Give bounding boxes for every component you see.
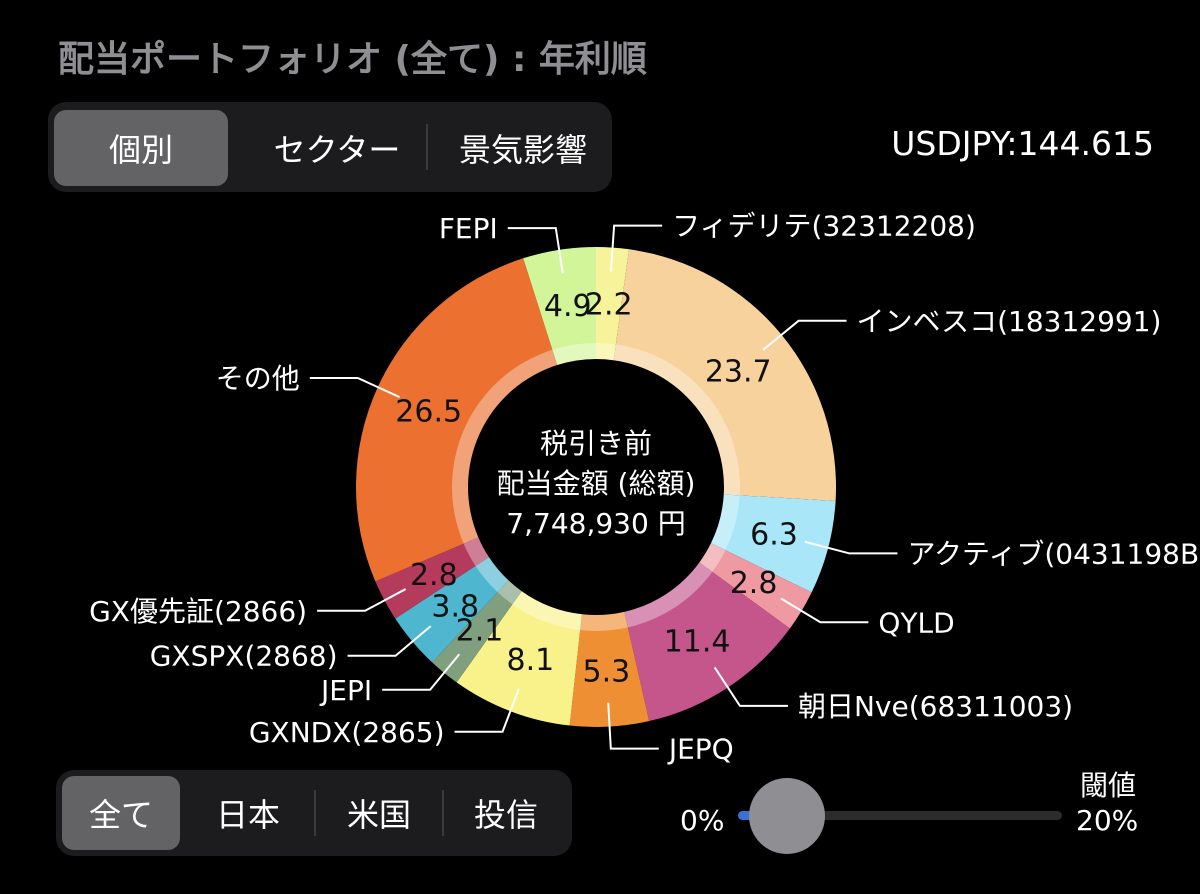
slice-name-label: GXSPX(2868) (150, 640, 338, 673)
slice-3[interactable] (699, 543, 812, 629)
segment-divider (442, 790, 444, 836)
slice-inner-band (624, 562, 713, 628)
slice-5[interactable] (569, 611, 650, 727)
slice-name-label: QYLD (878, 606, 954, 639)
slice-value-label: 3.8 (431, 589, 479, 624)
segment-us[interactable]: 米国 (346, 796, 411, 834)
slider-min-label: 0% (680, 804, 725, 837)
segment-japan[interactable]: 日本 (215, 796, 280, 834)
slider-caption: 閾値 (1080, 769, 1137, 802)
slice-inner-band (452, 349, 558, 544)
segment-fund[interactable]: 投信 (473, 796, 538, 834)
slice-leader-line (454, 688, 520, 733)
threshold-slider-track[interactable] (738, 811, 1062, 820)
slice-leader-line (713, 666, 788, 707)
slice-leader-line (609, 224, 663, 272)
usdjpy-rate: USDJPY:144.615 (891, 124, 1154, 163)
slice-inner-band (463, 537, 489, 566)
slice-value-label: 2.2 (585, 287, 633, 322)
slice-value-label: 2.8 (410, 558, 458, 593)
slice-name-label: 朝日Nve(68311003) (798, 690, 1073, 723)
slice-leader-line (309, 376, 401, 399)
slice-11[interactable] (523, 247, 596, 366)
slice-value-label: 4.9 (544, 289, 592, 324)
slice-1[interactable] (613, 249, 836, 501)
slice-value-label: 2.8 (730, 566, 778, 601)
slice-name-label: JEPI (319, 674, 372, 707)
slider-max-label: 20% (1076, 804, 1139, 837)
page-title: 配当ポートフォリオ (全て) : 年利順 (58, 39, 647, 80)
slice-name-label: GX優先証(2866) (89, 595, 307, 628)
segment-divider (314, 790, 316, 836)
view-segmented-control[interactable]: 個別 セクター 景気影響 (48, 102, 612, 192)
slice-leader-line (804, 540, 898, 555)
slice-9[interactable] (375, 537, 489, 619)
slice-inner-band (596, 343, 616, 361)
slice-2[interactable] (711, 494, 836, 593)
donut-center-text: 税引き前 (540, 427, 652, 460)
slice-inner-band (475, 557, 509, 593)
slice-inner-band (552, 343, 596, 366)
segment-divider (426, 124, 428, 170)
slice-inner-band (699, 543, 726, 572)
segment-economic-impact[interactable]: 景気影響 (458, 131, 587, 169)
donut-center-text: 7,748,930 円 (506, 507, 685, 540)
donut-center-text: 配当金額 (総額) (497, 467, 696, 500)
slice-leader-line (317, 588, 407, 612)
slice-inner-band (580, 611, 628, 631)
slice-inner-band (613, 344, 740, 496)
slice-leader-line (347, 625, 432, 657)
segment-individual[interactable]: 個別 (54, 110, 228, 186)
slice-name-label: アクティブ(0431198B (907, 537, 1199, 570)
slice-value-label: 23.7 (705, 354, 772, 389)
slice-4[interactable] (624, 562, 790, 722)
slice-inner-band (497, 580, 522, 605)
slice-leader-line (507, 227, 564, 274)
slice-name-label: フィデリテ(32312208) (672, 210, 976, 243)
slice-8[interactable] (395, 557, 509, 663)
slice-value-label: 26.5 (395, 394, 462, 429)
slice-name-label: GXNDX(2865) (249, 716, 445, 749)
segment-sector[interactable]: セクター (273, 131, 401, 169)
slice-leader-line (607, 702, 659, 750)
slice-value-label: 5.3 (583, 655, 631, 690)
slice-name-label: その他 (216, 362, 300, 395)
slice-value-label: 2.1 (456, 613, 504, 648)
slice-name-label: FEPI (439, 212, 498, 245)
slice-name-label: JEPQ (667, 733, 734, 766)
slice-leader-line (780, 597, 869, 624)
slice-value-label: 8.1 (506, 643, 554, 678)
slice-6[interactable] (456, 591, 582, 726)
threshold-slider-thumb[interactable] (748, 778, 825, 854)
slice-inner-band (711, 494, 740, 551)
slice-value-label: 6.3 (750, 518, 798, 553)
slice-0[interactable] (596, 247, 630, 361)
slice-name-label: インベスコ(18312991) (857, 305, 1162, 338)
slice-10[interactable] (356, 258, 558, 582)
slice-7[interactable] (432, 580, 522, 683)
market-segmented-control[interactable]: 全て 日本 米国 投信 (56, 770, 572, 856)
segment-all[interactable]: 全て (62, 776, 180, 850)
slice-value-label: 11.4 (664, 625, 731, 660)
slice-leader-line (382, 653, 461, 691)
slice-inner-band (512, 591, 582, 631)
slice-leader-line (762, 319, 847, 351)
